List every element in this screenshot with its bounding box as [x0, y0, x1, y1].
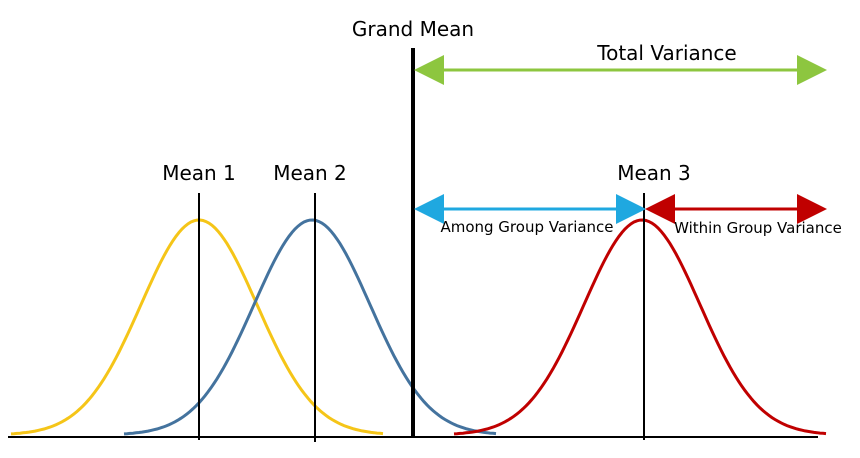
among-variance-label: Among Group Variance: [440, 218, 613, 236]
within-variance-label: Within Group Variance: [674, 219, 842, 237]
group-2-curve: [123, 218, 497, 436]
group-1-curve: [10, 218, 384, 436]
grand-mean-label: Grand Mean: [352, 17, 474, 41]
mean-2-label: Mean 2: [273, 161, 347, 185]
mean-1-label: Mean 1: [162, 161, 236, 185]
total-variance-label: Total Variance: [596, 41, 736, 65]
group-3-curve: [453, 218, 827, 436]
mean-3-label: Mean 3: [617, 161, 691, 185]
